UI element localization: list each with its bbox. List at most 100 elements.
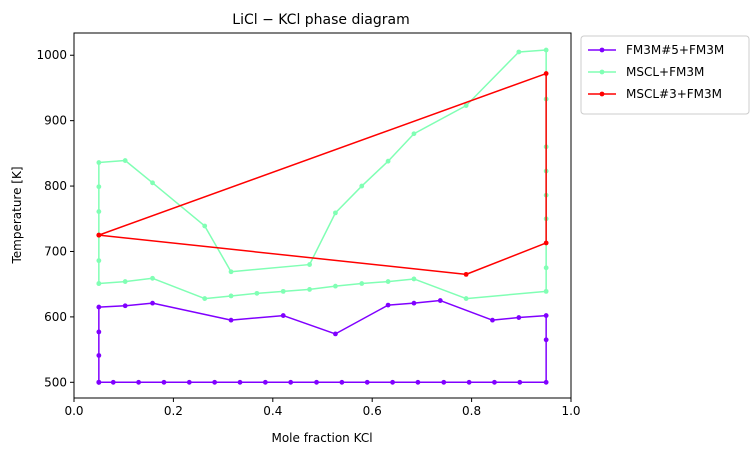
data-point (150, 180, 155, 186)
legend: FM3M#5+FM3M MSCL+FM3M MSCL#3+FM3M (580, 35, 750, 115)
data-point (463, 271, 469, 277)
data-point (390, 379, 395, 385)
x-axis-label: Mole fraction KCl (271, 431, 372, 445)
data-point (411, 131, 417, 137)
series-3 (96, 71, 549, 277)
x-tick-label: 0.6 (363, 404, 382, 418)
y-tick-label: 900 (44, 114, 67, 128)
data-point (237, 379, 243, 385)
data-point (280, 288, 286, 294)
data-point (254, 290, 260, 296)
data-point (96, 258, 102, 264)
x-tick-label: 0.0 (64, 404, 83, 418)
data-point (411, 276, 417, 282)
x-tick-label: 1.0 (561, 404, 580, 418)
data-point (110, 379, 116, 385)
data-point (385, 302, 391, 308)
data-point (543, 71, 549, 76)
y-tick-label: 700 (44, 244, 67, 258)
data-point (359, 183, 365, 189)
data-point (490, 317, 495, 323)
data-point (96, 379, 102, 385)
data-point (212, 379, 218, 385)
data-point (364, 379, 370, 385)
data-point (543, 337, 549, 343)
data-point (96, 353, 102, 358)
legend-item: FM3M#5+FM3M (588, 43, 724, 57)
data-point (122, 158, 128, 163)
data-point (96, 160, 102, 165)
data-point (411, 300, 417, 306)
y-axis-label: Temperature [K] (10, 166, 24, 264)
legend-box (580, 35, 750, 115)
y-tick-label: 800 (44, 179, 67, 193)
legend-label: MSCL+FM3M (626, 65, 704, 79)
data-point (463, 103, 469, 109)
x-tick-label: 0.4 (263, 404, 282, 418)
y-tick-label: 500 (44, 375, 67, 389)
data-point (543, 240, 549, 246)
chart-title: LiCl − KCl phase diagram (232, 12, 409, 28)
data-point (543, 288, 549, 294)
data-point (437, 298, 443, 303)
series-1 (96, 298, 549, 385)
data-point (288, 379, 294, 385)
axes: 0.0 0.2 0.4 0.6 0.8 1.0 500 600 700 800 900 1000 (36, 48, 580, 418)
data-point (543, 47, 549, 53)
data-point (333, 331, 338, 337)
data-point (333, 283, 338, 289)
legend-label: MSCL#3+FM3M (626, 87, 722, 101)
data-point (202, 296, 208, 301)
plot-area (96, 47, 549, 385)
data-point (517, 379, 523, 385)
data-point (516, 49, 522, 55)
data-point (122, 303, 128, 309)
data-point (96, 209, 102, 214)
data-point (228, 317, 234, 323)
data-point (202, 223, 208, 229)
data-point (492, 379, 497, 385)
data-point (186, 379, 192, 385)
data-point (228, 269, 234, 275)
legend-swatch-marker (599, 47, 605, 53)
data-point (441, 379, 447, 385)
data-point (516, 315, 522, 320)
data-point (96, 281, 102, 286)
legend-swatch-marker (599, 69, 605, 75)
data-point (150, 300, 155, 306)
data-point (96, 184, 102, 190)
data-point (339, 379, 345, 385)
data-point (96, 232, 102, 238)
legend-label: FM3M#5+FM3M (626, 43, 724, 57)
data-point (307, 287, 312, 292)
data-point (543, 313, 549, 318)
x-tick-label: 0.2 (164, 404, 183, 418)
data-point (96, 329, 102, 335)
y-tick-label: 600 (44, 310, 67, 324)
data-point (280, 313, 286, 318)
data-point (359, 281, 365, 286)
data-point (543, 265, 549, 271)
data-point (543, 379, 549, 385)
legend-swatch-marker (599, 91, 605, 97)
data-point (314, 379, 319, 385)
data-point (385, 279, 391, 284)
data-point (333, 210, 338, 216)
data-point (415, 379, 421, 385)
x-tick-label: 0.8 (462, 404, 481, 418)
data-point (307, 262, 312, 267)
plot-frame (73, 32, 572, 399)
data-point (161, 379, 167, 385)
data-point (136, 379, 142, 385)
data-point (466, 379, 472, 385)
data-point (228, 293, 234, 299)
data-point (385, 158, 391, 164)
data-point (463, 296, 469, 301)
data-point (150, 275, 155, 281)
y-tick-label: 1000 (36, 48, 67, 62)
data-point (122, 279, 128, 284)
data-point (96, 304, 102, 310)
data-point (262, 379, 268, 385)
legend-item: MSCL+FM3M (588, 65, 704, 79)
